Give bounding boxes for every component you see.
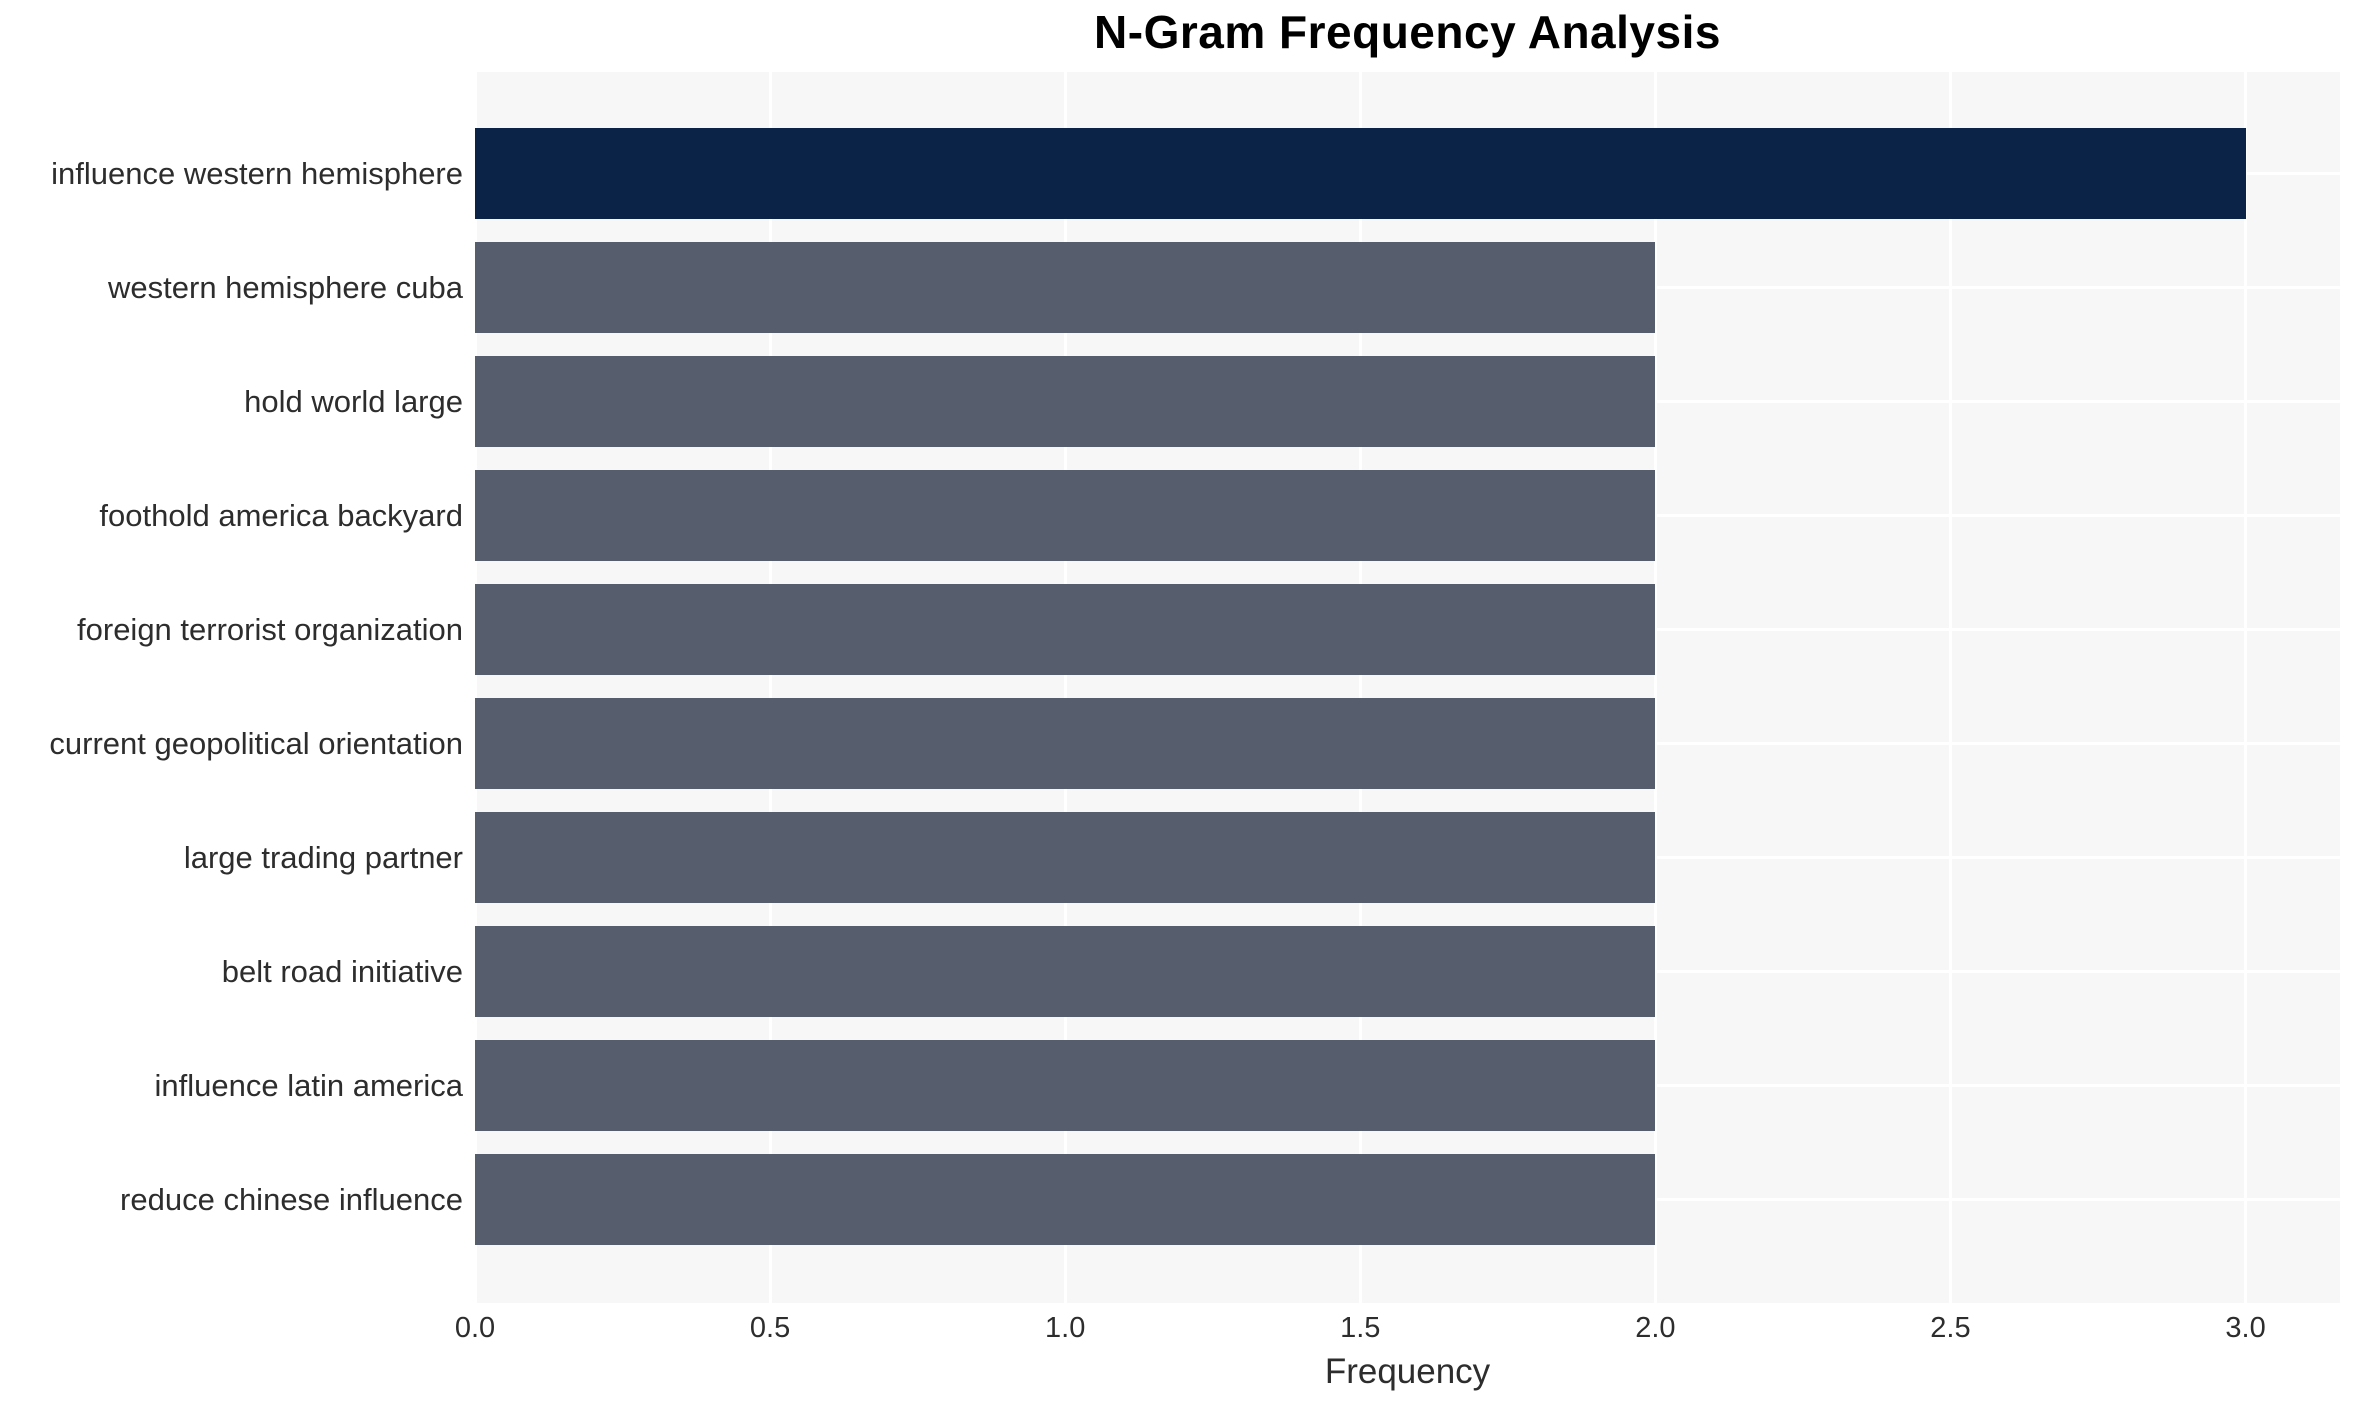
y-axis-label: influence western hemisphere — [51, 155, 463, 191]
chart-title: N-Gram Frequency Analysis — [1094, 6, 1721, 58]
y-axis-label: western hemisphere cuba — [108, 269, 463, 305]
bar-foothold-america-backyard — [475, 470, 1656, 561]
bar-influence-western-hemisphere — [475, 128, 2246, 219]
grid-line-vertical — [1063, 72, 1067, 1303]
bar-reduce-chinese-influence — [475, 1154, 1656, 1245]
bar-western-hemisphere-cuba — [475, 242, 1656, 333]
x-tick-label: 1.5 — [1340, 1312, 1381, 1344]
y-axis-label: current geopolitical orientation — [49, 725, 463, 761]
grid-line-vertical — [1653, 72, 1657, 1303]
x-axis: 0.0 0.5 1.0 1.5 2.0 2.5 3.0 — [455, 1309, 2340, 1347]
x-tick-label: 0.0 — [454, 1312, 496, 1344]
y-axis-label: foreign terrorist organization — [77, 611, 463, 647]
y-axis-label: belt road initiative — [221, 953, 463, 989]
y-axis-label: influence latin america — [154, 1067, 463, 1103]
bar-hold-world-large — [475, 356, 1656, 447]
x-tick-label: 0.5 — [749, 1312, 791, 1344]
grid-line-vertical — [1948, 72, 1952, 1303]
x-tick-label: 2.5 — [1930, 1312, 1971, 1344]
grid-line-vertical — [768, 72, 772, 1303]
y-axis-label: foothold america backyard — [99, 497, 463, 533]
x-tick-label: 3.0 — [2225, 1312, 2266, 1344]
y-axis-label: hold world large — [244, 383, 463, 419]
x-tick-label: 1.0 — [1045, 1312, 1086, 1344]
grid-line-vertical — [475, 72, 477, 1303]
bar-belt-road-initiative — [475, 926, 1656, 1017]
bar-influence-latin-america — [475, 1040, 1656, 1131]
grid-line-vertical — [2244, 72, 2248, 1303]
bar-large-trading-partner — [475, 812, 1656, 903]
y-axis: influence western hemisphere western hemi… — [0, 72, 463, 1303]
grid-line-vertical — [1358, 72, 1362, 1303]
plot-area — [475, 72, 2340, 1303]
y-axis-label: reduce chinese influence — [120, 1181, 463, 1217]
bar-foreign-terrorist-organization — [475, 584, 1656, 675]
bar-current-geopolitical-orientation — [475, 698, 1656, 789]
x-axis-title: Frequency — [1324, 1352, 1491, 1391]
x-tick-label: 2.0 — [1635, 1312, 1676, 1344]
y-axis-label: large trading partner — [183, 839, 463, 875]
